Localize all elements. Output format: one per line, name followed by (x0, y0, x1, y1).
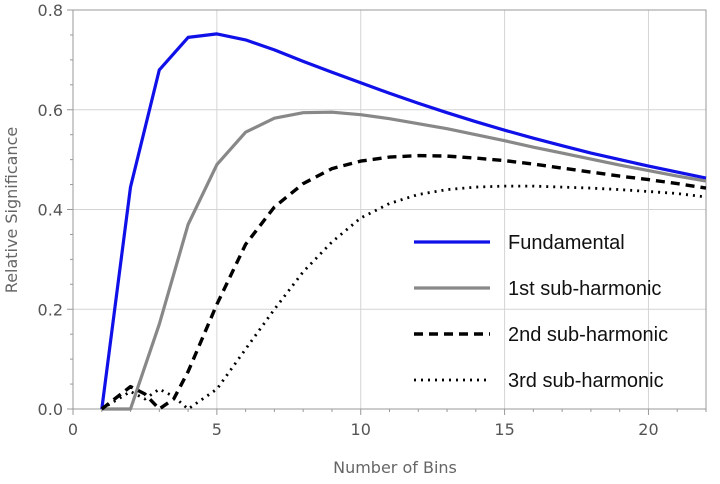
y-tick-label: 0.0 (38, 400, 63, 419)
y-tick-label: 0.4 (38, 201, 63, 220)
x-tick-label: 0 (68, 420, 78, 439)
legend-label-1: Fundamental (508, 232, 625, 254)
x-tick-label: 15 (494, 420, 514, 439)
y-axis-title: Relative Significance (2, 127, 21, 293)
series-line-2 (101, 110, 707, 411)
series-lines (100, 32, 707, 411)
x-tick-label: 5 (212, 420, 222, 439)
x-tick-label: 20 (638, 420, 658, 439)
legend-label-2: 1st sub-harmonic (508, 278, 661, 300)
series-line-3 (100, 153, 707, 411)
axis-ticks: 0 5 10 15 20 0.0 0.2 0.4 0.6 0.8 (38, 1, 707, 439)
legend-label-3: 2nd sub-harmonic (508, 324, 668, 346)
series-line-4 (101, 184, 707, 411)
series-line-1 (100, 32, 707, 410)
legend: Fundamental 1st sub-harmonic 2nd sub-harmo… (414, 232, 668, 392)
x-axis-title: Number of Bins (333, 458, 457, 477)
grid (73, 9, 706, 409)
legend-label-4: 3rd sub-harmonic (508, 370, 664, 392)
y-tick-label: 0.2 (38, 300, 63, 319)
y-tick-label: 0.6 (38, 101, 63, 120)
y-tick-label: 0.8 (38, 1, 63, 20)
x-tick-label: 10 (351, 420, 371, 439)
